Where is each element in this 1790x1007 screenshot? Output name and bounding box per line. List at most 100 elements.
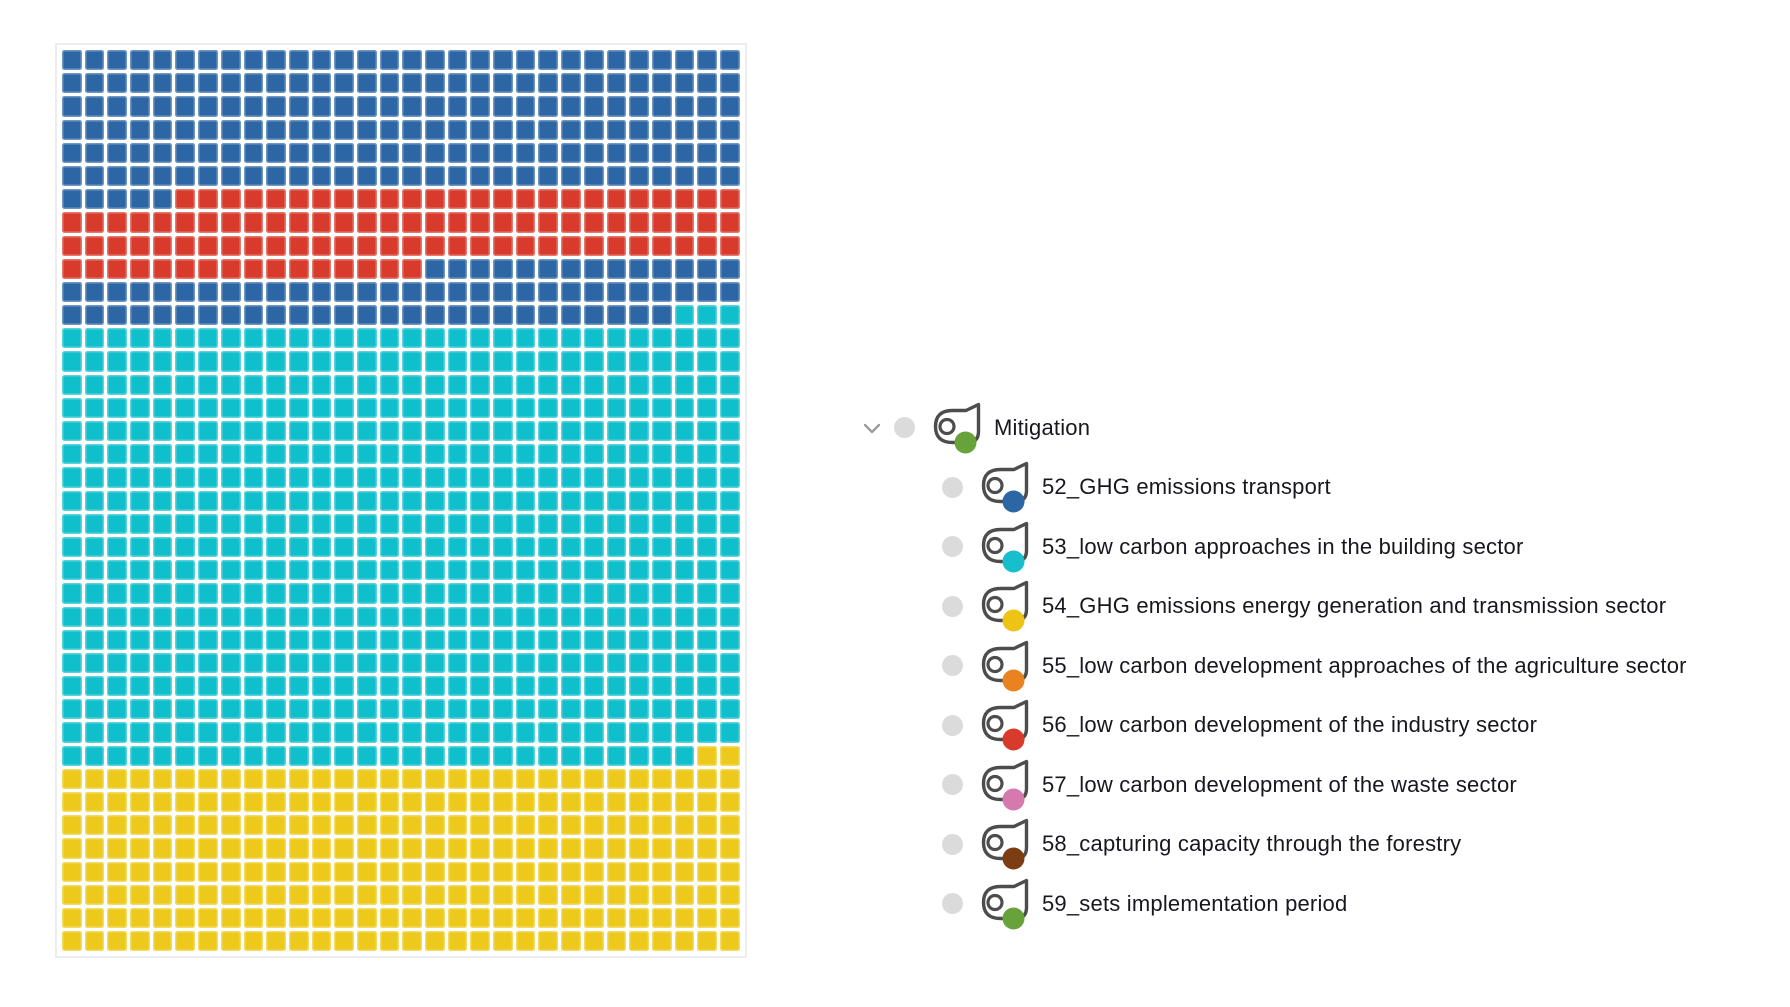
code-tree-item[interactable]: 52_GHG emissions transport (860, 458, 1687, 518)
waffle-cell (583, 606, 604, 627)
code-label: 52_GHG emissions transport (1042, 474, 1331, 500)
waffle-cell (175, 165, 196, 187)
waffle-cell (470, 676, 491, 697)
waffle-cell (674, 50, 695, 71)
waffle-cell (697, 583, 717, 604)
code-tree-item[interactable]: 57_low carbon development of the waste s… (860, 755, 1687, 815)
waffle-cell (447, 374, 468, 395)
waffle-cell (697, 96, 717, 117)
code-tree-item[interactable]: 59_sets implementation period (860, 874, 1687, 934)
waffle-cell (674, 397, 695, 418)
waffle-cell (493, 351, 513, 372)
waffle-cell (515, 397, 536, 418)
waffle-cell (107, 96, 128, 117)
waffle-cell (538, 536, 559, 558)
code-tree-item[interactable]: 55_low carbon development approaches of … (860, 636, 1687, 696)
waffle-cell (130, 397, 150, 418)
waffle-cell (288, 328, 309, 349)
waffle-cell (152, 235, 173, 256)
waffle-cell (84, 536, 105, 558)
code-activation-circle[interactable] (942, 833, 963, 855)
code-icon (981, 462, 1029, 513)
code-activation-circle[interactable] (894, 417, 915, 439)
waffle-cell (379, 490, 400, 511)
code-activation-circle[interactable] (942, 714, 963, 736)
waffle-cell (243, 119, 264, 140)
waffle-cell (447, 490, 468, 511)
waffle-cell (402, 96, 422, 117)
waffle-cell (62, 583, 82, 604)
waffle-cell (697, 560, 717, 581)
waffle-cell (697, 467, 717, 488)
waffle-cell (697, 281, 717, 303)
waffle-cell (674, 861, 695, 882)
waffle-cell (220, 768, 241, 789)
code-activation-circle[interactable] (942, 655, 963, 677)
waffle-cell (220, 536, 241, 558)
code-tree-item[interactable]: 56_low carbon development of the industr… (860, 696, 1687, 756)
waffle-cell (130, 258, 150, 279)
waffle-cell (198, 212, 218, 233)
waffle-cell (606, 931, 627, 952)
waffle-cell (198, 467, 218, 488)
code-activation-circle[interactable] (942, 536, 963, 558)
code-tree-item[interactable]: 58_capturing capacity through the forest… (860, 815, 1687, 875)
waffle-cell (220, 467, 241, 488)
code-tree-parent-row[interactable]: Mitigation (860, 398, 1687, 458)
waffle-cell (220, 374, 241, 395)
waffle-cell (62, 351, 82, 372)
waffle-cell (62, 397, 82, 418)
code-activation-circle[interactable] (942, 893, 963, 915)
waffle-cell (288, 513, 309, 534)
waffle-cell (561, 699, 581, 720)
waffle-cell (425, 792, 445, 813)
waffle-cell (674, 444, 695, 465)
waffle-cell (175, 50, 196, 71)
waffle-cell (243, 884, 264, 905)
waffle-cell (266, 397, 286, 418)
code-tree-item[interactable]: 53_low carbon approaches in the building… (860, 517, 1687, 577)
waffle-cell (288, 838, 309, 859)
code-activation-circle[interactable] (942, 476, 963, 498)
waffle-cell (561, 305, 581, 326)
waffle-cell (379, 861, 400, 882)
waffle-cell (470, 606, 491, 627)
waffle-cell (198, 536, 218, 558)
waffle-cell (243, 815, 264, 836)
waffle-cell (606, 815, 627, 836)
waffle-cell (266, 281, 286, 303)
waffle-cell (84, 444, 105, 465)
waffle-cell (561, 931, 581, 952)
waffle-cell (84, 281, 105, 303)
waffle-cell (674, 792, 695, 813)
waffle-cell (220, 606, 241, 627)
code-activation-circle[interactable] (942, 774, 963, 796)
waffle-cell (152, 699, 173, 720)
waffle-cell (674, 351, 695, 372)
waffle-cell (84, 629, 105, 650)
waffle-cell (356, 189, 377, 210)
waffle-cell (493, 374, 513, 395)
waffle-cell (515, 722, 536, 743)
waffle-cell (674, 652, 695, 674)
waffle-cell (243, 861, 264, 882)
code-tree-item[interactable]: 54_GHG emissions energy generation and t… (860, 577, 1687, 637)
waffle-cell (425, 50, 445, 71)
waffle-cell (425, 328, 445, 349)
waffle-cell (425, 606, 445, 627)
waffle-cell (130, 351, 150, 372)
waffle-cell (651, 305, 672, 326)
code-activation-circle[interactable] (942, 595, 963, 617)
waffle-cell (674, 305, 695, 326)
waffle-cell (243, 305, 264, 326)
waffle-cell (311, 792, 332, 813)
waffle-cell (697, 142, 717, 163)
chevron-down-icon[interactable] (860, 416, 884, 440)
waffle-cell (311, 96, 332, 117)
waffle-cell (266, 235, 286, 256)
waffle-cell (629, 351, 649, 372)
waffle-cell (629, 397, 649, 418)
waffle-cell (447, 73, 468, 94)
waffle-cell (311, 560, 332, 581)
waffle-cell (447, 467, 468, 488)
